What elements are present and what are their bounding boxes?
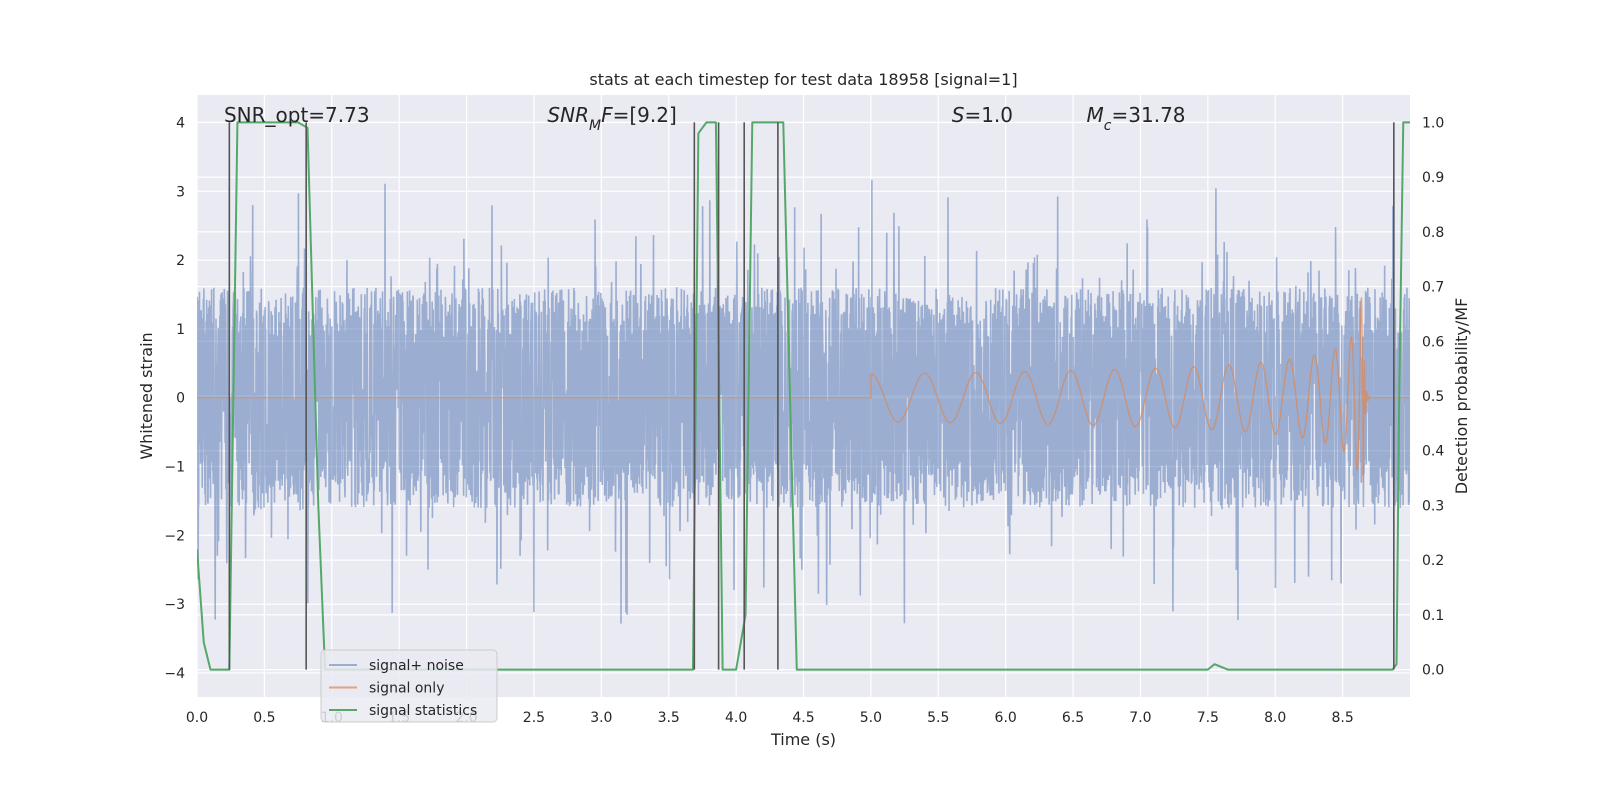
y-right-tick-label: 1.0 bbox=[1422, 115, 1444, 131]
x-tick-label: 0.0 bbox=[186, 710, 208, 726]
annotations: SNR_opt=7.73 SNRMF=[9.2] S=1.0 Mc=31.78 bbox=[224, 103, 1186, 134]
legend: signal+ noise signal only signal statistic… bbox=[320, 649, 498, 723]
y-left-tick-label: −3 bbox=[164, 597, 185, 613]
y-left-tick-label: −4 bbox=[164, 666, 185, 682]
vertical-lines bbox=[228, 122, 1395, 670]
x-tick-label: 5.5 bbox=[927, 710, 949, 726]
series-signal-only bbox=[197, 297, 1410, 483]
y-right-tick-label: 0.0 bbox=[1422, 663, 1444, 679]
x-tick-label: 4.5 bbox=[792, 710, 814, 726]
chart-title: stats at each timestep for test data 189… bbox=[589, 70, 1017, 89]
x-tick-label: 7.5 bbox=[1197, 710, 1219, 726]
y-right-tick-label: 0.8 bbox=[1422, 225, 1444, 241]
legend-entry-label: signal statistics bbox=[369, 703, 477, 719]
annotation-snr-opt: SNR_opt=7.73 bbox=[224, 103, 370, 127]
legend-entry-label: signal+ noise bbox=[369, 658, 464, 674]
y-left-tick-label: 4 bbox=[176, 116, 185, 132]
y-right-tick-label: 0.3 bbox=[1422, 498, 1444, 514]
legend-entry-label: signal only bbox=[369, 681, 444, 697]
x-tick-label: 2.5 bbox=[523, 710, 545, 726]
annotation-mc-value: Mc=31.78 bbox=[1087, 103, 1186, 134]
annotation-snr-mf: SNRMF=[9.2] bbox=[547, 103, 676, 134]
y-left-tick-label: −1 bbox=[164, 460, 185, 476]
legend-box bbox=[320, 649, 498, 723]
x-tick-label: 3.5 bbox=[658, 710, 680, 726]
x-tick-label: 4.0 bbox=[725, 710, 747, 726]
y-right-tick-label: 0.6 bbox=[1422, 334, 1444, 350]
x-tick-label: 7.0 bbox=[1129, 710, 1151, 726]
x-axis-label: Time (s) bbox=[770, 730, 836, 749]
y-right-tick-label: 0.2 bbox=[1422, 553, 1444, 569]
y-left-tick-label: −2 bbox=[164, 528, 185, 544]
y-right-tick-label: 0.9 bbox=[1422, 170, 1444, 186]
y-right-tick-label: 0.7 bbox=[1422, 280, 1444, 296]
annotation-s-value: S=1.0 bbox=[952, 103, 1013, 127]
y-left-tick-label: 2 bbox=[176, 253, 185, 269]
x-tick-label: 6.5 bbox=[1062, 710, 1084, 726]
x-tick-label: 6.0 bbox=[995, 710, 1017, 726]
y-axis-label-left: Whitened strain bbox=[137, 332, 156, 459]
x-tick-label: 8.5 bbox=[1331, 710, 1353, 726]
y-right-tick-label: 0.4 bbox=[1422, 444, 1444, 460]
y-left-tick-label: 3 bbox=[176, 184, 185, 200]
y-right-tick-label: 0.5 bbox=[1422, 389, 1444, 405]
y-axis-label-right: Detection probability/MF bbox=[1452, 298, 1471, 495]
series-signal-statistics bbox=[197, 121, 1410, 671]
x-tick-label: 8.0 bbox=[1264, 710, 1286, 726]
x-tick-label: 5.0 bbox=[860, 710, 882, 726]
y-left-tick-label: 0 bbox=[176, 391, 185, 407]
series-signal-noise bbox=[197, 179, 1410, 624]
y-right-tick-label: 0.1 bbox=[1422, 608, 1444, 624]
x-tick-label: 0.5 bbox=[253, 710, 275, 726]
x-tick-label: 3.0 bbox=[590, 710, 612, 726]
y-left-tick-label: 1 bbox=[176, 322, 185, 338]
series-layer bbox=[197, 121, 1410, 671]
